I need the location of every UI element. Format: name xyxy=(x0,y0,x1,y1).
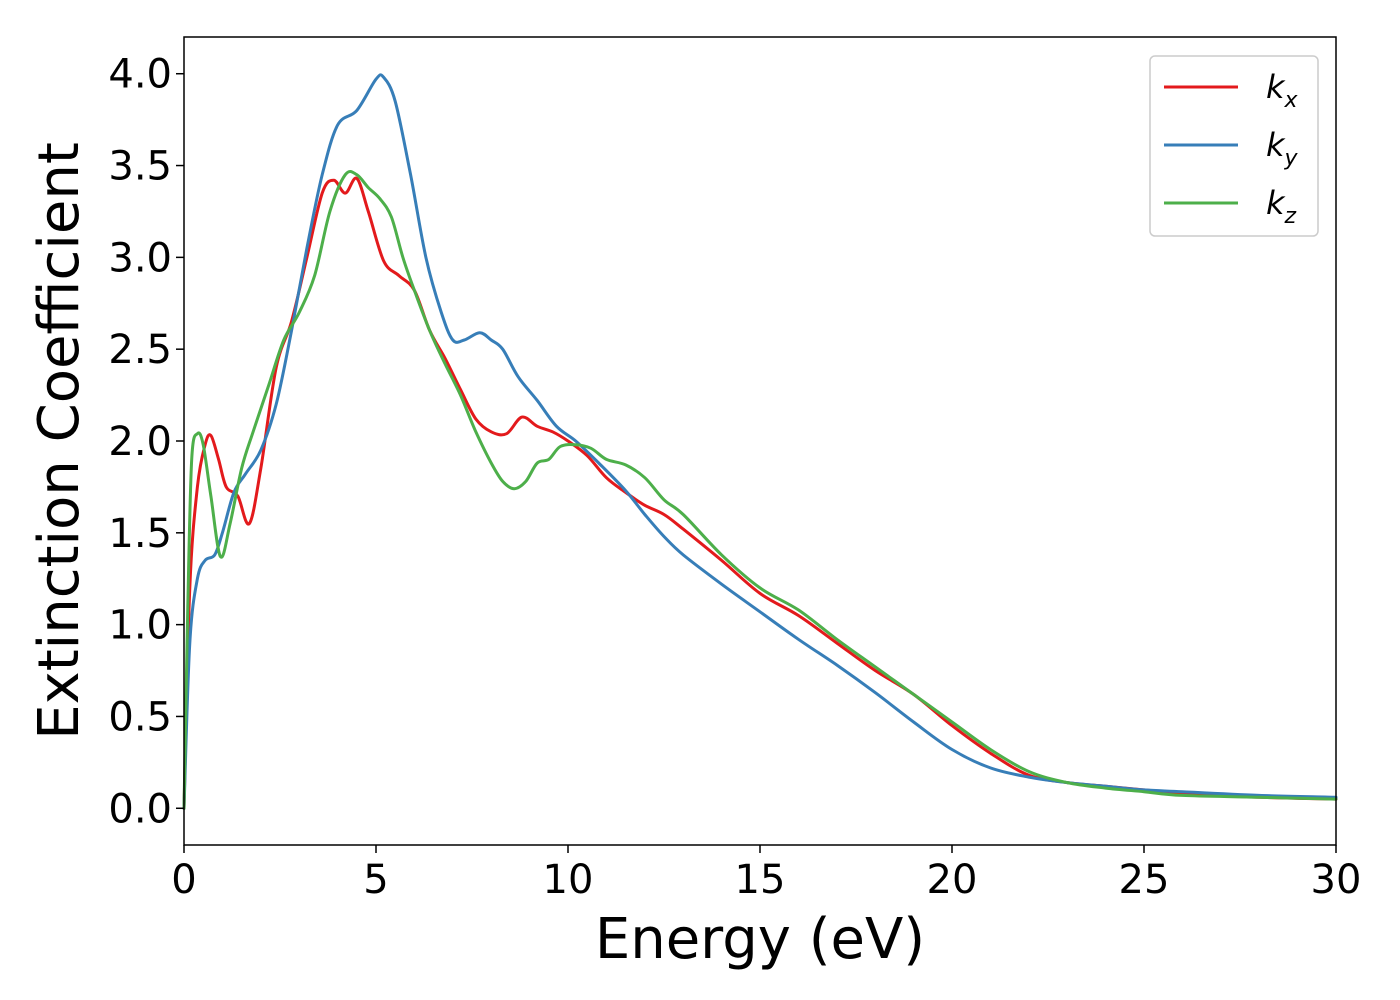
x-tick-label: 10 xyxy=(543,857,594,903)
x-axis-title: Energy (eV) xyxy=(595,907,925,972)
y-axis-title: Extinction Coefficient xyxy=(27,142,92,740)
series-line-y xyxy=(182,73,1338,810)
x-tick-label: 5 xyxy=(363,857,388,903)
legend-label-y: ky xyxy=(1266,126,1299,171)
y-tick-label: 3.0 xyxy=(108,235,172,281)
y-tick-label: 2.0 xyxy=(108,419,172,465)
y-tick-label: 0.5 xyxy=(108,694,172,740)
series-line-z xyxy=(182,169,1338,810)
y-tick-label: 1.0 xyxy=(108,603,172,649)
y-tick-label: 4.0 xyxy=(108,52,172,98)
legend-label-main: k xyxy=(1266,184,1286,222)
legend-label-sub: y xyxy=(1284,146,1299,171)
y-tick-label: 2.5 xyxy=(108,327,172,373)
legend-label-main: k xyxy=(1266,68,1286,106)
y-tick-label: 1.5 xyxy=(108,511,172,557)
x-tick-label: 25 xyxy=(1119,857,1170,903)
legend-label-x: kx xyxy=(1266,68,1299,113)
x-tick-label: 0 xyxy=(171,857,196,903)
legend-label-main: k xyxy=(1266,126,1286,164)
series-line-x xyxy=(182,176,1338,810)
legend-label-z: kz xyxy=(1266,184,1297,229)
y-tick-label: 0.0 xyxy=(108,786,172,832)
legend-label-sub: z xyxy=(1284,204,1297,229)
x-tick-label: 30 xyxy=(1311,857,1362,903)
legend-label-sub: x xyxy=(1284,88,1299,113)
x-tick-label: 20 xyxy=(927,857,978,903)
series-layer xyxy=(182,73,1338,810)
y-axis: 0.0 0.5 1.0 1.5 2.0 2.5 3.0 3.5 4.0 xyxy=(108,52,184,832)
x-tick-label: 15 xyxy=(735,857,786,903)
x-axis: 0 5 10 15 20 25 30 xyxy=(171,845,1361,903)
y-tick-label: 3.5 xyxy=(108,144,172,190)
